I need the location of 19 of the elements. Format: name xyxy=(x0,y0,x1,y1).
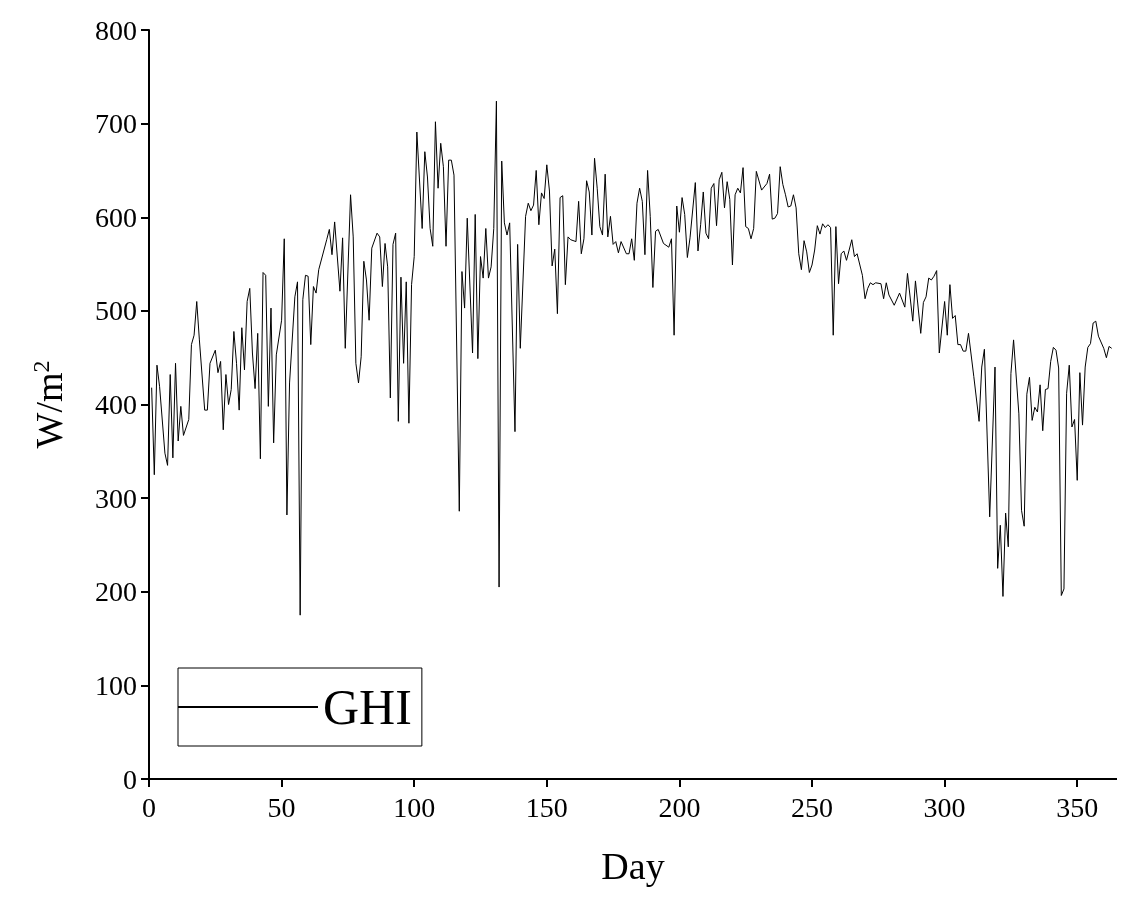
y-axis-title: W/m2 xyxy=(28,360,70,449)
y-tick-label: 700 xyxy=(95,108,137,140)
y-tick-label: 200 xyxy=(95,576,137,608)
x-tick-label: 250 xyxy=(791,791,834,823)
y-tick-label: 0 xyxy=(123,763,137,795)
x-tick-label: 350 xyxy=(1056,791,1099,823)
x-tick-label: 200 xyxy=(658,791,701,823)
x-tick-label: 50 xyxy=(267,791,296,823)
y-tick-label: 100 xyxy=(95,669,137,701)
legend-label: GHI xyxy=(323,679,412,735)
y-tick-label: 300 xyxy=(95,482,137,514)
x-tick-label: 300 xyxy=(923,791,966,823)
y-tick-label: 500 xyxy=(95,295,137,327)
y-tick-label: 600 xyxy=(95,201,137,233)
x-tick-label: 100 xyxy=(393,791,436,823)
x-tick-label: 150 xyxy=(525,791,568,823)
y-tick-label: 400 xyxy=(95,389,137,420)
y-tick-label: 800 xyxy=(95,14,137,46)
x-axis-title: Day xyxy=(601,845,665,887)
